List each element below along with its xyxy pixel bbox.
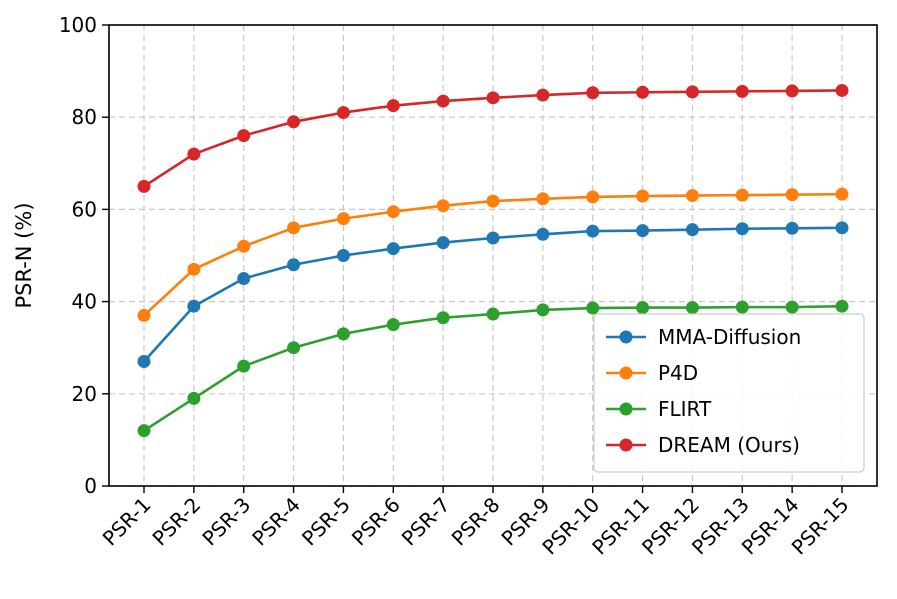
data-point [187, 147, 201, 161]
data-point [187, 299, 201, 313]
series-layer [137, 83, 849, 438]
x-tick-label: PSR-7 [397, 493, 455, 551]
data-point [436, 236, 450, 250]
data-point [835, 83, 849, 97]
data-point [237, 239, 251, 253]
data-point [636, 189, 650, 203]
data-point [287, 258, 301, 272]
data-point [237, 272, 251, 286]
data-point [735, 84, 749, 98]
data-point [436, 311, 450, 325]
series-2 [137, 299, 849, 438]
x-tick-label: PSR-2 [148, 493, 206, 551]
data-point [336, 249, 350, 262]
series-3 [137, 83, 849, 193]
data-point [137, 355, 151, 369]
data-point [536, 88, 550, 102]
data-point [685, 223, 699, 237]
data-point [137, 308, 151, 322]
data-point [486, 194, 500, 208]
data-point [735, 188, 749, 202]
data-point [386, 205, 400, 219]
data-point [436, 199, 450, 213]
legend-swatch-marker [619, 330, 633, 344]
data-point [486, 231, 500, 245]
series-0 [137, 221, 849, 369]
axis-layer: 020406080100PSR-1PSR-2PSR-3PSR-4PSR-5PSR… [59, 13, 854, 559]
data-point [536, 227, 550, 241]
y-tick-label: 40 [72, 290, 97, 314]
data-point [137, 179, 151, 193]
data-point [685, 301, 699, 315]
legend: MMA-Diffusion P4D FLIRT DREAM (Ours) [593, 313, 865, 473]
data-point [486, 91, 500, 105]
data-point [735, 222, 749, 236]
data-point [835, 299, 849, 313]
data-point [187, 391, 201, 405]
data-point [636, 301, 650, 315]
x-tick-label: PSR-4 [247, 493, 305, 551]
data-point [187, 262, 201, 276]
data-point [835, 187, 849, 201]
data-point [785, 221, 799, 235]
legend-box [593, 313, 865, 473]
data-point [336, 212, 350, 226]
x-tick-label: PSR-8 [447, 493, 505, 551]
legend-label: DREAM (Ours) [658, 433, 800, 457]
data-point [586, 224, 600, 238]
data-point [685, 189, 699, 203]
x-tick-label: PSR-1 [98, 493, 156, 551]
data-point [137, 424, 151, 438]
data-point [785, 84, 799, 98]
data-point [536, 192, 550, 206]
series-1 [137, 187, 849, 322]
data-point [586, 190, 600, 204]
data-point [386, 242, 400, 256]
data-point [287, 115, 301, 129]
x-tick-label: PSR-6 [347, 493, 405, 551]
data-point [735, 300, 749, 314]
y-tick-label: 60 [72, 197, 97, 221]
x-tick-label: PSR-5 [297, 493, 355, 551]
data-point [336, 327, 350, 341]
data-point [237, 129, 251, 143]
data-point [287, 221, 301, 235]
y-tick-label: 80 [72, 105, 97, 129]
legend-label: FLIRT [658, 397, 712, 421]
data-point [636, 224, 650, 238]
data-point [835, 221, 849, 235]
y-tick-label: 100 [59, 13, 97, 37]
data-point [785, 300, 799, 314]
data-point [237, 359, 251, 373]
data-point [386, 318, 400, 332]
legend-label: MMA-Diffusion [658, 325, 801, 349]
y-tick-label: 0 [84, 474, 97, 498]
data-point [436, 94, 450, 108]
data-point [785, 188, 799, 202]
data-point [685, 85, 699, 99]
data-point [386, 99, 400, 113]
data-point [536, 303, 550, 317]
legend-swatch-marker [619, 438, 633, 452]
y-tick-label: 20 [72, 382, 97, 406]
x-tick-label: PSR-3 [197, 493, 255, 551]
legend-label: P4D [658, 361, 698, 385]
data-point [486, 307, 500, 321]
data-point [336, 106, 350, 120]
data-point [586, 301, 600, 315]
y-axis-label: PSR-N (%) [12, 202, 36, 308]
data-point [586, 86, 600, 100]
legend-swatch-marker [619, 402, 633, 416]
legend-swatch-marker [619, 366, 633, 380]
data-point [636, 85, 650, 99]
data-point [287, 341, 301, 355]
